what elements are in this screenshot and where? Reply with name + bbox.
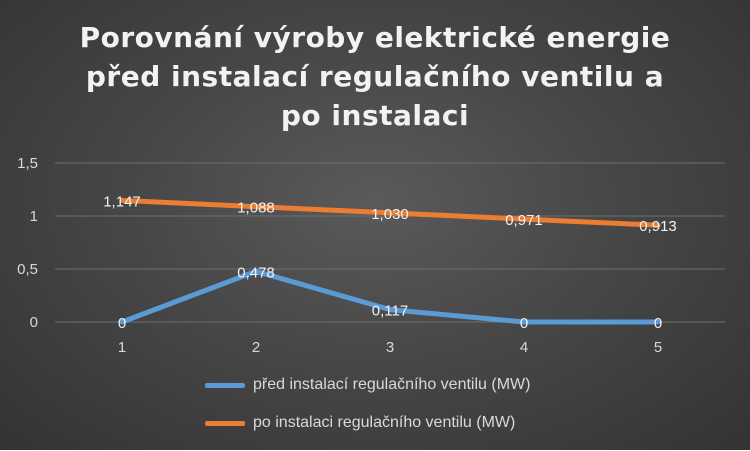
y-tick-label: 0,5 bbox=[17, 261, 38, 278]
data-label-series-2: 1,030 bbox=[371, 206, 409, 223]
chart-title: Porovnání výroby elektrické energie před… bbox=[0, 18, 750, 135]
legend-swatch-series-1 bbox=[205, 382, 245, 388]
y-tick-label: 1 bbox=[30, 208, 38, 225]
chart-title-line-1: Porovnání výroby elektrické energie bbox=[79, 21, 671, 54]
chart-title-line-3: po instalaci bbox=[280, 99, 470, 132]
data-label-series-2: 1,088 bbox=[237, 200, 275, 217]
legend: před instalací regulačního ventilu (MW) … bbox=[205, 375, 530, 451]
y-tick-label: 0 bbox=[30, 314, 38, 331]
data-label-series-1: 0,478 bbox=[237, 264, 275, 281]
x-tick-label: 5 bbox=[654, 339, 662, 356]
y-tick-label: 1,5 bbox=[17, 155, 38, 172]
x-tick-label: 3 bbox=[386, 339, 394, 356]
series-line-1 bbox=[119, 268, 661, 325]
series-line-2 bbox=[119, 197, 661, 228]
data-label-series-1: 0,117 bbox=[372, 303, 408, 320]
legend-label-series-2: po instalaci regulačního ventilu (MW) bbox=[253, 414, 516, 431]
x-tick-label: 2 bbox=[252, 339, 260, 356]
x-tick-label: 4 bbox=[520, 339, 528, 356]
legend-swatch-series-2 bbox=[205, 420, 245, 426]
legend-item-series-1: před instalací regulačního ventilu (MW) bbox=[205, 375, 530, 395]
data-label-series-2: 1,147 bbox=[103, 193, 141, 210]
chart-title-line-2: před instalací regulačního ventilu a bbox=[85, 60, 665, 93]
data-label-series-2: 0,913 bbox=[639, 218, 677, 235]
data-label-series-1: 0 bbox=[520, 315, 528, 332]
legend-label-series-1: před instalací regulačního ventilu (MW) bbox=[253, 376, 531, 393]
data-label-series-1: 0 bbox=[654, 315, 662, 332]
data-label-series-1: 0 bbox=[118, 315, 126, 332]
data-label-series-2: 0,971 bbox=[505, 212, 543, 229]
legend-item-series-2: po instalaci regulačního ventilu (MW) bbox=[205, 413, 530, 433]
x-tick-label: 1 bbox=[118, 339, 126, 356]
